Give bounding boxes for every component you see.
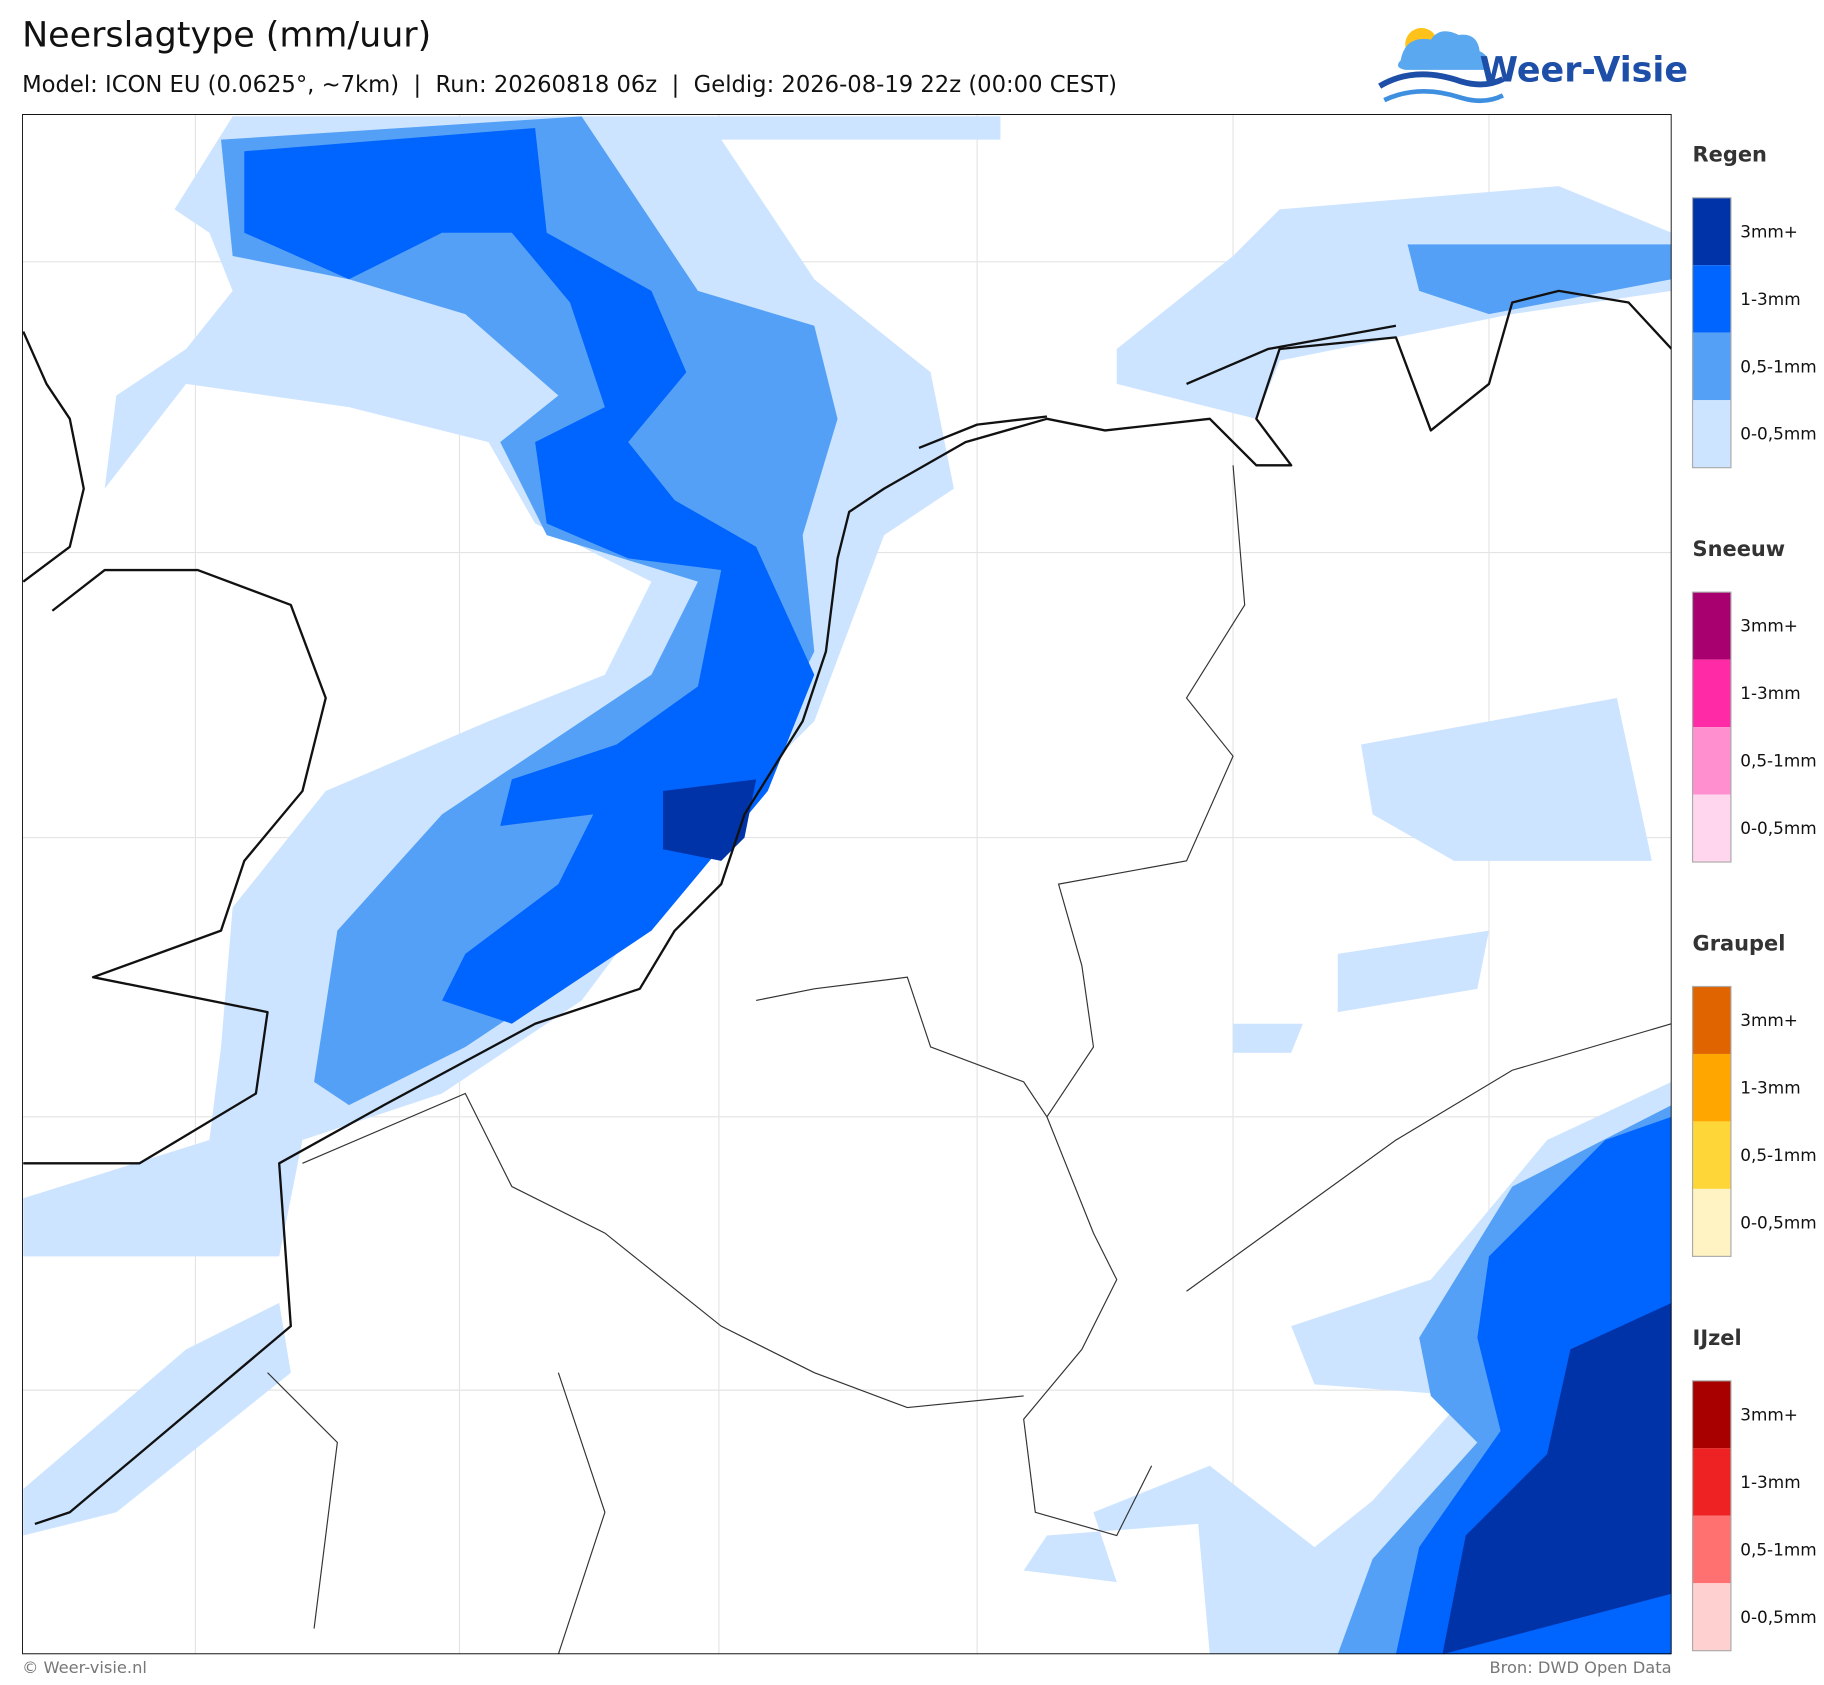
legend: Regen 3mm+ 1-3mm 0,5-1mm 0-0,5mm Sneeuw 3mm+ 1-… <box>1691 143 1817 1652</box>
legend-swatch <box>1692 197 1731 266</box>
legend-label: 1-3mm <box>1740 289 1800 309</box>
border <box>302 1092 1024 1409</box>
precipitation <box>23 116 1672 1655</box>
logo-cloud <box>1397 31 1488 70</box>
legend-frame <box>1691 1380 1732 1652</box>
logo-wave <box>1378 71 1505 89</box>
logo-text: Weer-Visie <box>1480 50 1688 90</box>
title: Neerslagtype (mm/uur) <box>22 16 431 56</box>
border <box>557 1372 606 1655</box>
legend-swatch <box>1692 727 1731 795</box>
rain-extreme <box>1442 1302 1672 1655</box>
border <box>1186 1023 1672 1292</box>
rain-medium <box>1407 244 1672 315</box>
legend-swatch <box>1692 794 1731 863</box>
legend-swatch <box>1692 986 1731 1054</box>
subtitle: Model: ICON EU (0.0625°, ~7km) | Run: 20… <box>22 72 1117 98</box>
legend-label: 0,5-1mm <box>1740 356 1816 376</box>
legend-swatch <box>1692 592 1731 660</box>
rain-light <box>23 1302 291 1536</box>
rain-light <box>1337 930 1489 1013</box>
legend-label: 0-0,5mm <box>1740 1607 1816 1627</box>
legend-frame <box>1691 985 1732 1257</box>
legend-label: 1-3mm <box>1740 683 1800 703</box>
footer-right: Bron: DWD Open Data <box>1489 1658 1671 1677</box>
footer-left: © Weer-visie.nl <box>22 1658 147 1677</box>
legend-title: IJzel <box>1693 1326 1742 1350</box>
legend-swatch <box>1692 1380 1731 1449</box>
border <box>756 976 1048 1118</box>
logo: Weer-Visie <box>1378 27 1688 104</box>
legend-label: 3mm+ <box>1740 221 1798 241</box>
legend-swatch <box>1692 400 1731 468</box>
border <box>1023 465 1246 1537</box>
legend-frame <box>1691 197 1732 469</box>
coastline <box>918 415 1048 449</box>
legend-label: 3mm+ <box>1740 616 1798 636</box>
border <box>267 1372 338 1629</box>
legend-label: 3mm+ <box>1740 1404 1798 1424</box>
coastline <box>23 568 327 1165</box>
rain-light <box>1361 698 1652 861</box>
legend-label: 1-3mm <box>1740 1078 1800 1098</box>
legend-swatch <box>1692 332 1731 401</box>
legend-label: 0,5-1mm <box>1740 1539 1816 1559</box>
coastline <box>34 289 1672 1526</box>
legend-swatch <box>1692 1515 1731 1584</box>
legend-swatch <box>1692 659 1731 728</box>
rain-extreme <box>663 779 757 861</box>
legend-label: 0,5-1mm <box>1740 751 1816 771</box>
rain-light <box>1233 1023 1303 1053</box>
legend-swatch <box>1692 1188 1731 1257</box>
borders <box>267 465 1672 1655</box>
legend-label: 0-0,5mm <box>1740 818 1816 838</box>
coastlines <box>22 289 1672 1526</box>
legend-label: 1-3mm <box>1740 1472 1800 1492</box>
legend-swatch <box>1692 265 1731 333</box>
legend-swatch <box>1692 1121 1731 1189</box>
legend-swatch <box>1692 1583 1731 1651</box>
legend-title: Regen <box>1693 143 1767 167</box>
legend-label: 3mm+ <box>1740 1010 1798 1030</box>
legend-label: 0-0,5mm <box>1740 424 1816 444</box>
logo-wave <box>1383 88 1504 104</box>
legend-frame <box>1691 591 1732 863</box>
legend-label: 0-0,5mm <box>1740 1212 1816 1232</box>
coastline <box>1186 324 1397 385</box>
legend-title: Graupel <box>1693 931 1786 955</box>
coastline <box>22 331 85 583</box>
map <box>22 114 1672 1655</box>
legend-swatch <box>1692 1448 1731 1516</box>
legend-swatch <box>1692 1053 1731 1122</box>
legend-label: 0,5-1mm <box>1740 1145 1816 1165</box>
legend-title: Sneeuw <box>1693 537 1786 561</box>
